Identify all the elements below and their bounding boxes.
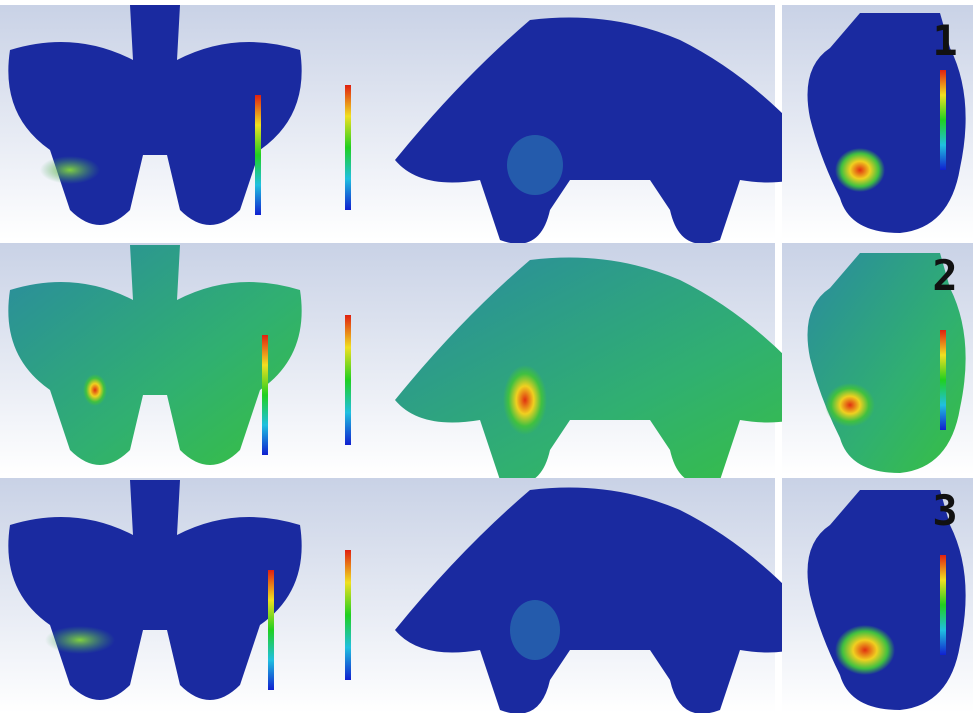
row-3: 3 xyxy=(0,478,973,713)
row-2: 2 xyxy=(0,243,973,484)
row-label: 2 xyxy=(932,251,957,300)
color-bar xyxy=(345,315,351,445)
color-bar xyxy=(940,330,946,430)
color-bar xyxy=(345,85,351,210)
stress-zone xyxy=(40,156,100,184)
color-bar xyxy=(345,550,351,680)
stress-zone xyxy=(507,135,563,195)
stress-zone xyxy=(45,626,115,654)
color-bar xyxy=(255,95,261,215)
row-label: 3 xyxy=(932,486,957,535)
color-bar xyxy=(940,555,946,655)
color-bar xyxy=(268,570,274,690)
row-label: 1 xyxy=(932,16,957,65)
row-1: 1 xyxy=(0,5,973,244)
stress-zone xyxy=(825,383,875,427)
stress-zone xyxy=(510,600,560,660)
stress-zone xyxy=(503,365,547,435)
stress-zone xyxy=(835,625,895,675)
figure: 1 2 3 xyxy=(0,0,973,713)
stress-zone xyxy=(835,148,885,192)
stress-zone xyxy=(83,374,107,406)
color-bar xyxy=(940,70,946,170)
color-bar xyxy=(262,335,268,455)
